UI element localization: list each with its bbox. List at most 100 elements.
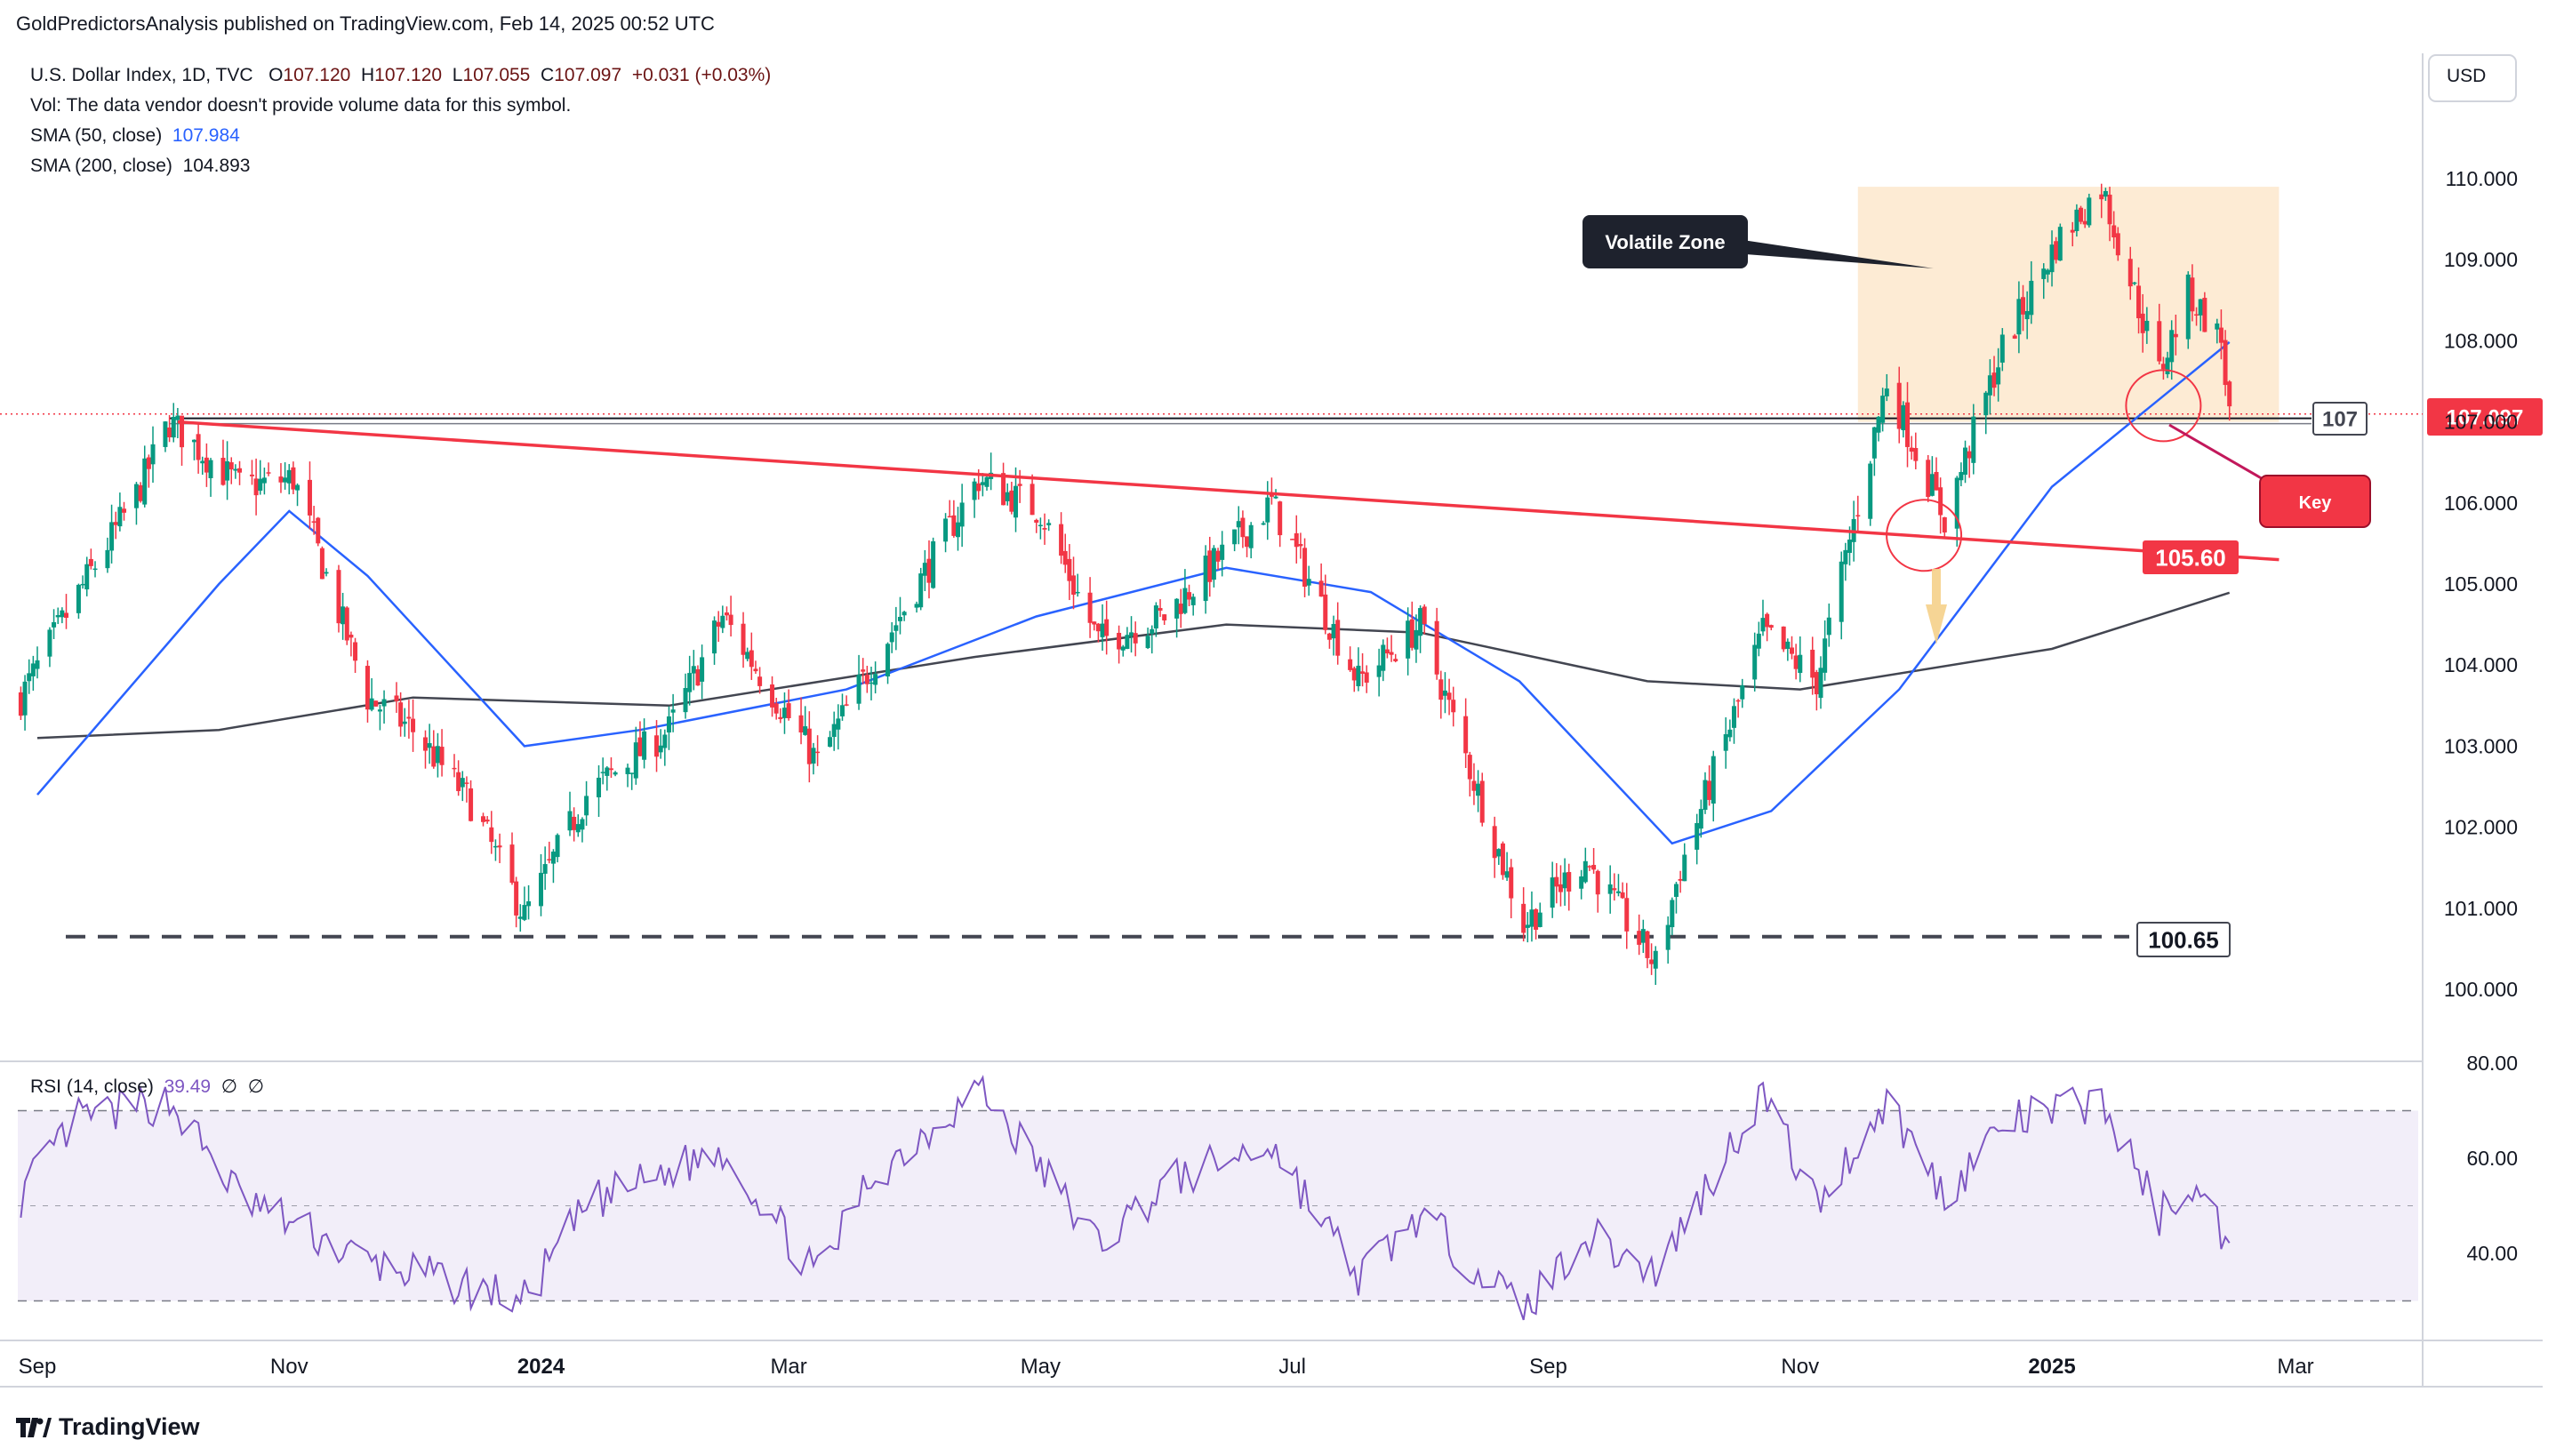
candle-body (1381, 644, 1386, 671)
candle-body (191, 439, 196, 443)
tradingview-logo[interactable]: TradingView (16, 1413, 200, 1441)
candle-body (1711, 756, 1716, 804)
candle-body (2190, 277, 2195, 312)
candle-body (2160, 364, 2166, 370)
candle-body (55, 615, 60, 618)
candle-body (1905, 402, 1911, 447)
candle-body (369, 698, 374, 710)
candle-body (712, 620, 717, 654)
price-tick-label: 107.000 (2444, 411, 2518, 434)
candle-body (402, 721, 407, 724)
candle-body (324, 572, 329, 574)
candle-body (1938, 487, 1943, 516)
rsi-legend[interactable]: RSI (14, close) 39.49 ∅ ∅ (30, 1076, 264, 1098)
candle-body (1999, 334, 2005, 363)
candle-body (1092, 621, 1097, 625)
time-tick-label: Sep (1529, 1355, 1567, 1379)
candle-body (547, 859, 552, 860)
trendline-label-box (2143, 540, 2239, 574)
candle-body (150, 444, 156, 465)
candle-body (605, 767, 610, 776)
candle-body (1909, 447, 1914, 452)
time-tick-label: Nov (1781, 1355, 1819, 1379)
candle-body (658, 745, 663, 753)
candle-body (1393, 659, 1398, 661)
candle-body (572, 816, 577, 830)
candle-body (1384, 649, 1390, 654)
sma200-row[interactable]: SMA (200, close) 104.893 (30, 151, 771, 181)
candle-body (1929, 474, 1935, 496)
candle-body (2099, 194, 2104, 200)
time-tick-label: 2025 (2028, 1355, 2075, 1379)
candle-body (803, 726, 808, 735)
support-label-text: 100.65 (2148, 926, 2219, 953)
currency-button[interactable]: USD (2447, 66, 2487, 86)
candle-body (175, 415, 180, 420)
brand-label: TradingView (59, 1413, 200, 1440)
candle-body (1030, 484, 1035, 516)
candle-body (1500, 843, 1505, 876)
candle-body (861, 669, 866, 672)
candle-body (889, 632, 894, 643)
candle-body (2202, 298, 2207, 332)
sma50-row[interactable]: SMA (50, close) 107.984 (30, 121, 771, 151)
candle-body (1760, 618, 1766, 632)
candle-body (307, 479, 312, 516)
candle-body (984, 476, 990, 487)
candle-body (406, 716, 412, 719)
candle-body (319, 548, 325, 580)
time-tick-label: Jul (1278, 1355, 1306, 1379)
candle-body (2021, 297, 2026, 315)
candle-body (597, 777, 602, 797)
candle-body (555, 835, 560, 858)
candle-body (1554, 876, 1559, 887)
candle-body (2215, 323, 2220, 330)
candle-body (1158, 608, 1163, 611)
candle-body (1653, 950, 1658, 969)
candle-body (1389, 652, 1394, 655)
currency-box (2428, 54, 2517, 102)
candle-body (2049, 244, 2055, 273)
candle-body (1765, 613, 1770, 628)
candle-body (629, 772, 635, 774)
symbol-name[interactable]: U.S. Dollar Index, 1D, TVC (30, 65, 253, 85)
candle-body (1245, 536, 1250, 548)
candle-body (1591, 865, 1597, 870)
candle-body (1207, 550, 1213, 582)
high-value: 107.120 (374, 65, 443, 85)
candle-body (757, 676, 763, 686)
candle-body (2218, 327, 2223, 343)
candle-body (1901, 404, 1906, 430)
candle-body (1067, 558, 1072, 581)
candle-body (856, 675, 861, 704)
candle-body (1290, 539, 1295, 540)
candle-body (1731, 706, 1736, 728)
candle-body (1059, 524, 1064, 556)
candle-body (80, 583, 85, 586)
candle-body (1360, 671, 1366, 674)
sma50-value: 107.984 (172, 125, 240, 146)
candle-body (1145, 636, 1150, 649)
candle-body (1550, 877, 1555, 908)
candle-body (1302, 548, 1308, 587)
price-tick-label: 100.000 (2444, 978, 2518, 1001)
candle-body (539, 872, 544, 907)
candle-body (196, 434, 201, 460)
candle-body (1607, 884, 1613, 894)
candle-body (167, 427, 172, 437)
candle-body (873, 674, 878, 685)
candle-body (142, 458, 148, 505)
candle-body (138, 484, 143, 501)
candle-body (344, 607, 349, 641)
price-tick-label: 110.000 (2446, 167, 2518, 190)
sma50-line (36, 340, 2231, 845)
candle-body (1062, 550, 1068, 565)
candle-body (1826, 617, 1831, 636)
volatile-zone-label: Volatile Zone (1605, 231, 1725, 253)
candle-body (1682, 854, 1687, 882)
candle-body (1269, 494, 1274, 497)
candle-body (1814, 672, 1819, 695)
candle-body (1117, 632, 1122, 650)
candle-body (654, 735, 660, 757)
candle-body (146, 457, 151, 469)
